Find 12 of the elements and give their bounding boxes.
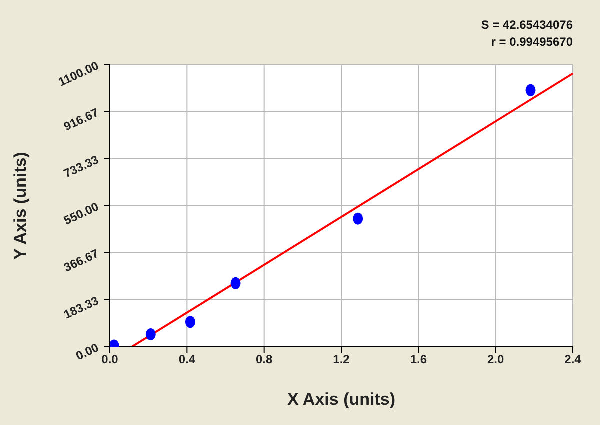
x-tick-label: 0.4	[178, 352, 196, 367]
x-tick-label: 0.8	[256, 352, 273, 367]
x-tick-label: 1.2	[333, 352, 350, 367]
x-tick-label: 2.4	[564, 352, 582, 367]
text: r = 0.99495670	[490, 34, 573, 51]
y-tick-label: 0.00	[74, 340, 102, 364]
x-tick-label: 1.6	[410, 352, 428, 367]
y-axis-title: Y Axis (units)	[11, 152, 30, 260]
x-tick-label: 2.0	[487, 352, 504, 367]
text: S = 42.65434076	[481, 17, 573, 34]
x-tick-label: 0.0	[102, 352, 119, 367]
x-axis-title: X Axis (units)	[288, 390, 396, 409]
